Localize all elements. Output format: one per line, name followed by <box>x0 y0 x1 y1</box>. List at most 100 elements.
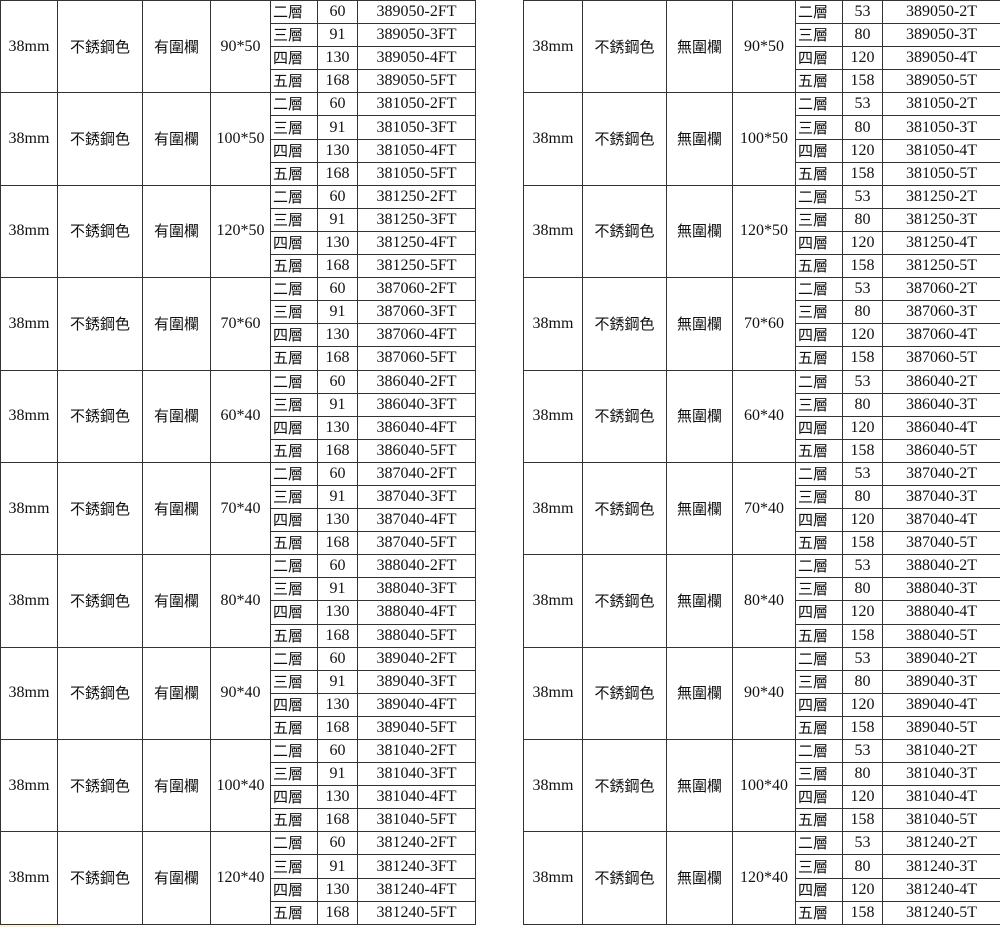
product-code-cell: 381250-3T <box>882 207 1000 232</box>
product-code-cell: 386040-3T <box>882 392 1000 417</box>
tier-value-cell: 158 <box>842 623 883 648</box>
table-row: 四層 120 381050-4T <box>524 138 1000 163</box>
product-code-cell: 381240-5T <box>882 900 1000 925</box>
size-cell: 120*40 <box>732 831 796 925</box>
product-code-cell: 386040-2T <box>882 369 1000 394</box>
table-row: 五層 158 381050-5T <box>524 161 1000 186</box>
table-row: 四層 120 389050-4T <box>524 46 1000 71</box>
product-code-cell: 386040-5T <box>882 438 1000 463</box>
diameter-cell: 38mm <box>0 461 58 556</box>
diameter-cell: 38mm <box>0 738 58 833</box>
diameter-cell: 38mm <box>523 738 583 833</box>
tier-level-cell: 三層 <box>795 392 843 417</box>
table-row: 38mm 不銹鋼色 有圍欄 80*40 二層 60 388040-2FT <box>0 554 476 648</box>
table-row: 三層 91 388040-3FT <box>1 577 476 602</box>
product-code-cell: 387040-4FT <box>357 508 476 533</box>
tier-value-cell: 130 <box>317 230 358 256</box>
tier-value-cell: 91 <box>317 392 358 417</box>
size-cell: 100*50 <box>210 92 271 186</box>
product-code-cell: 387060-3T <box>882 300 1000 325</box>
color-cell: 不銹鋼色 <box>582 646 667 741</box>
diameter-cell: 38mm <box>0 92 58 186</box>
size-cell: 90*50 <box>732 0 796 94</box>
product-code-cell: 381240-2FT <box>357 831 476 856</box>
product-code-cell: 388040-3T <box>882 577 1000 602</box>
color-cell: 不銹鋼色 <box>582 369 667 463</box>
product-code-cell: 388040-2FT <box>357 554 476 579</box>
product-code-cell: 387040-4T <box>882 508 1000 533</box>
color-cell: 不銹鋼色 <box>582 461 667 556</box>
product-code-cell: 387060-3FT <box>357 300 476 325</box>
tier-value-cell: 158 <box>842 161 883 186</box>
table-row: 三層 91 381050-3FT <box>1 115 476 140</box>
tier-level-cell: 二層 <box>270 184 318 209</box>
size-cell: 100*40 <box>732 738 796 833</box>
railing-cell: 有圍欄 <box>142 831 211 925</box>
tier-level-cell: 三層 <box>270 484 318 510</box>
tier-value-cell: 158 <box>842 69 883 94</box>
tier-value-cell: 60 <box>317 831 358 856</box>
product-code-cell: 389050-3FT <box>357 23 476 48</box>
tier-value-cell: 120 <box>842 415 883 440</box>
product-code-cell: 389040-5FT <box>357 715 476 741</box>
tier-level-cell: 二層 <box>270 738 318 764</box>
table-row: 四層 130 381250-4FT <box>1 230 476 256</box>
product-code-cell: 387060-2T <box>882 277 1000 302</box>
tier-value-cell: 53 <box>842 461 883 486</box>
product-code-cell: 381050-5T <box>882 161 1000 186</box>
diameter-cell: 38mm <box>523 646 583 741</box>
tier-level-cell: 四層 <box>795 785 843 810</box>
table-row: 四層 120 381240-4T <box>524 877 1000 902</box>
product-code-cell: 389050-3T <box>882 23 1000 48</box>
color-cell: 不銹鋼色 <box>57 369 143 463</box>
product-code-cell: 381240-4FT <box>357 877 476 902</box>
size-cell: 90*50 <box>210 0 271 94</box>
tier-level-cell: 二層 <box>795 461 843 486</box>
tier-level-cell: 四層 <box>270 877 318 902</box>
size-cell: 60*40 <box>210 369 271 463</box>
tier-level-cell: 四層 <box>795 692 843 717</box>
product-code-cell: 389050-4FT <box>357 46 476 71</box>
tier-level-cell: 五層 <box>795 808 843 833</box>
tier-value-cell: 80 <box>842 392 883 417</box>
tier-value-cell: 130 <box>317 508 358 533</box>
size-cell: 80*40 <box>210 554 271 648</box>
tier-level-cell: 四層 <box>270 138 318 163</box>
railing-cell: 有圍欄 <box>142 277 211 371</box>
table-row: 五層 168 381250-5FT <box>1 254 476 279</box>
size-cell: 70*40 <box>210 461 271 556</box>
color-cell: 不銹鋼色 <box>57 738 143 833</box>
product-code-cell: 381040-5FT <box>357 808 476 833</box>
table-row: 五層 168 389050-5FT <box>1 69 476 94</box>
tier-value-cell: 80 <box>842 669 883 694</box>
color-cell: 不銹鋼色 <box>57 461 143 556</box>
tier-value-cell: 91 <box>317 23 358 48</box>
tier-level-cell: 五層 <box>270 438 318 463</box>
table-row: 三層 91 389040-3FT <box>1 669 476 694</box>
tier-level-cell: 二層 <box>795 0 843 25</box>
table-row: 三層 80 389050-3T <box>524 23 1000 48</box>
product-code-cell: 381050-4FT <box>357 138 476 163</box>
tier-level-cell: 二層 <box>270 92 318 117</box>
tier-level-cell: 四層 <box>270 785 318 810</box>
product-code-cell: 387060-4T <box>882 323 1000 348</box>
table-row: 38mm 不銹鋼色 有圍欄 120*50 二層 60 381250-2FT <box>0 184 476 279</box>
tier-value-cell: 120 <box>842 46 883 71</box>
product-code-cell: 389040-2FT <box>357 646 476 671</box>
railing-cell: 有圍欄 <box>142 92 211 186</box>
tier-level-cell: 四層 <box>795 138 843 163</box>
tier-value-cell: 168 <box>317 623 358 648</box>
table-row: 五層 168 381040-5FT <box>1 808 476 833</box>
tier-level-cell: 二層 <box>795 738 843 764</box>
tier-level-cell: 三層 <box>270 669 318 694</box>
tier-value-cell: 80 <box>842 300 883 325</box>
tier-value-cell: 168 <box>317 254 358 279</box>
tier-level-cell: 二層 <box>270 461 318 486</box>
product-code-cell: 389040-2T <box>882 646 1000 671</box>
table-row: 五層 158 381040-5T <box>524 808 1000 833</box>
size-cell: 90*40 <box>210 646 271 741</box>
tier-value-cell: 60 <box>317 277 358 302</box>
product-code-cell: 386040-2FT <box>357 369 476 394</box>
table-row: 五層 168 386040-5FT <box>1 438 476 463</box>
tier-level-cell: 四層 <box>795 323 843 348</box>
